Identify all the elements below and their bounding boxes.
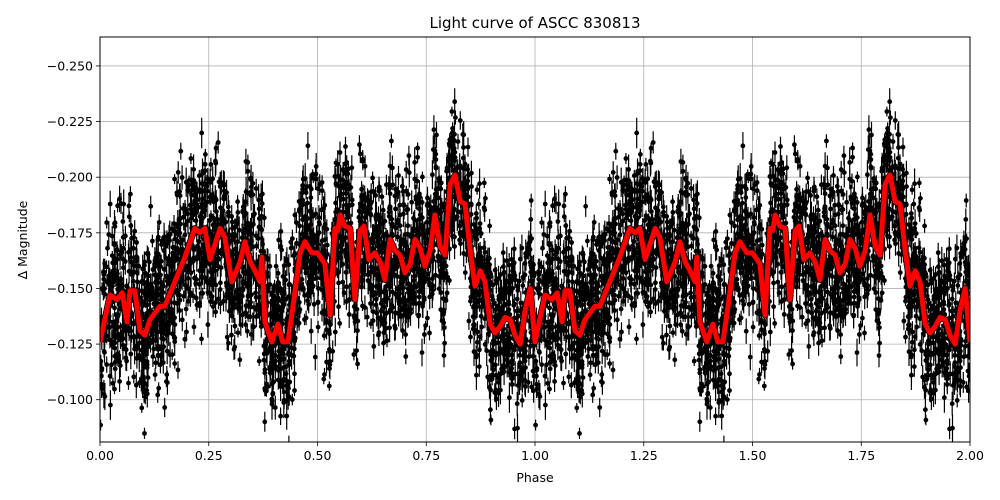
mean-curve-line [100,172,970,347]
x-tick-label: 1.25 [630,448,658,463]
binned-mean-curve [100,171,970,348]
x-tick-label: 0.50 [304,448,332,463]
y-axis-ticks: −0.250 −0.225 −0.200 −0.175 −0.150 −0.125 −0.1… [47,58,100,407]
x-axis-ticks: 0.00 0.25 0.50 0.75 1.00 1.25 1.50 1.75 2.00 [86,442,984,463]
y-tick-label: −0.225 [47,114,93,129]
x-tick-label: 1.50 [739,448,767,463]
y-tick-label: −0.200 [47,170,93,185]
x-tick-label: 1.75 [847,448,875,463]
y-tick-label: −0.100 [47,392,93,407]
y-tick-label: −0.125 [47,337,93,352]
x-tick-label: 0.25 [195,448,223,463]
y-tick-label: −0.175 [47,225,93,240]
x-tick-label: 1.00 [521,448,549,463]
x-tick-label: 0.75 [412,448,440,463]
x-tick-label: 2.00 [956,448,984,463]
x-tick-label: 0.00 [86,448,114,463]
x-axis-label: Phase [516,470,554,485]
y-tick-label: −0.150 [47,281,93,296]
y-tick-label: −0.250 [47,58,93,73]
y-axis-label: Δ Magnitude [15,200,30,279]
chart-title: Light curve of ASCC 830813 [430,14,641,32]
